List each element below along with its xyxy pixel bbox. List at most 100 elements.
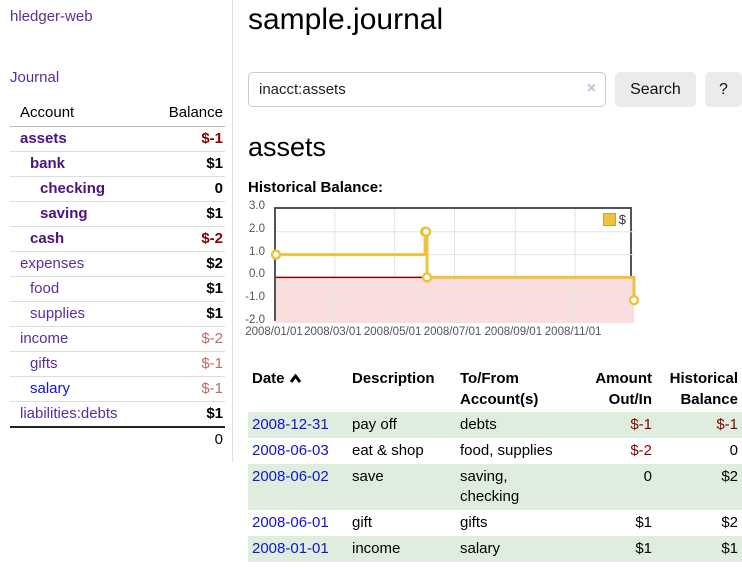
account-link[interactable]: income	[20, 330, 69, 347]
account-link[interactable]: food	[30, 280, 60, 297]
accounts-table: Account Balance assets $-1 bank $1 checking 0…	[10, 101, 225, 452]
account-row: liabilities:debts $1	[10, 401, 225, 428]
account-link[interactable]: salary	[30, 380, 71, 397]
account-link[interactable]: checking	[40, 180, 106, 197]
account-balance: 0	[143, 176, 225, 202]
account-link[interactable]: supplies	[30, 305, 86, 322]
account-link[interactable]: gifts	[30, 355, 58, 372]
transaction-date-link[interactable]: 2008-01-01	[252, 540, 329, 557]
legend-label: $	[618, 212, 626, 227]
transaction-date-link[interactable]: 2008-06-01	[252, 514, 329, 531]
transaction-description: income	[352, 540, 401, 557]
transaction-description: pay off	[352, 416, 397, 433]
account-row: cash $-2	[10, 226, 225, 252]
accounts-header-row: Account Balance	[10, 101, 225, 127]
y-axis-tick-label: -2.0	[245, 314, 265, 326]
transaction-amount: $1	[635, 540, 652, 557]
account-balance: $1	[143, 401, 225, 428]
accounts-header-account: Account	[10, 101, 144, 127]
register-header-balance: Historical Balance	[669, 370, 738, 408]
transaction-date-link[interactable]: 2008-06-02	[252, 468, 329, 485]
transaction-balance: $1	[721, 540, 738, 557]
y-axis-tick-label: 1.0	[249, 245, 265, 258]
chart-y-axis: 3.0 2.0 1.0 0.0 -1.0 -2.0	[240, 200, 270, 326]
transaction-amount: 0	[643, 468, 652, 485]
y-axis-tick-label: 3.0	[249, 200, 265, 212]
transaction-amount: $1	[635, 514, 652, 531]
sidebar-item-journal[interactable]: Journal	[10, 69, 60, 86]
account-balance: $1	[143, 301, 225, 327]
y-axis-tick-label: 2.0	[249, 222, 265, 235]
account-row: saving $1	[10, 201, 225, 227]
account-balance: $-1	[143, 126, 225, 152]
transaction-accounts: debts	[460, 416, 497, 433]
account-balance: $2	[143, 251, 225, 277]
account-row: supplies $1	[10, 301, 225, 327]
account-link[interactable]: saving	[40, 205, 88, 222]
account-link[interactable]: assets	[20, 130, 67, 147]
brand-link[interactable]: hledger-web	[10, 8, 93, 25]
account-row: gifts $-1	[10, 351, 225, 377]
transaction-balance: $2	[721, 514, 738, 531]
chart-title: Historical Balance:	[248, 179, 384, 196]
account-balance: $-2	[143, 226, 225, 252]
account-row: income $-2	[10, 326, 225, 352]
account-row: expenses $2	[10, 251, 225, 277]
transaction-accounts: food, supplies	[460, 442, 553, 459]
register-header-row: Date Description To/From Account(s) Amou…	[248, 366, 742, 412]
register-row[interactable]: 2008-06-01 gift gifts $1 $2	[248, 510, 742, 536]
account-balance: $-1	[143, 351, 225, 377]
y-axis-tick-label: 0.0	[249, 268, 265, 281]
account-link[interactable]: liabilities:debts	[20, 405, 118, 422]
register-row[interactable]: 2008-01-01 income salary $1 $1	[248, 536, 742, 562]
transaction-amount: $-1	[630, 416, 652, 433]
register-header-amount: Amount Out/In	[595, 370, 652, 408]
search-input[interactable]	[248, 72, 607, 107]
account-balance: $-1	[143, 376, 225, 402]
historical-balance-chart: 3.0 2.0 1.0 0.0 -1.0 -2.0 $ 2008/01/01 2008/03…	[245, 200, 742, 345]
account-row: checking 0	[10, 176, 225, 202]
transaction-date-link[interactable]: 2008-06-03	[252, 442, 329, 459]
account-row: assets $-1	[10, 126, 225, 152]
x-axis-tick-label: 2008/01/01	[245, 326, 303, 338]
transaction-balance: $-1	[716, 416, 738, 433]
account-row: bank $1	[10, 151, 225, 177]
brand: hledger-web	[10, 8, 225, 25]
transaction-balance: $2	[721, 468, 738, 485]
register-row[interactable]: 2008-06-03 eat & shop food, supplies $-2 0	[248, 438, 742, 464]
account-link[interactable]: cash	[30, 230, 65, 247]
transaction-accounts: saving, checking	[460, 468, 520, 505]
search-box: ×	[248, 72, 607, 107]
register-header-accounts: To/From Account(s)	[460, 370, 539, 408]
account-balance: $1	[143, 151, 225, 177]
register-row[interactable]: 2008-06-02 save saving, checking 0 $2	[248, 464, 742, 510]
x-axis-tick-label: 2008/05/01	[363, 326, 422, 338]
search-button[interactable]: Search	[615, 72, 696, 107]
account-link[interactable]: bank	[30, 155, 66, 172]
transaction-accounts: salary	[460, 540, 501, 557]
account-row: salary $-1	[10, 376, 225, 402]
search-help-button[interactable]: ?	[704, 72, 742, 107]
transaction-amount: $-2	[630, 442, 652, 459]
register-row[interactable]: 2008-12-31 pay off debts $-1 $-1	[248, 412, 742, 438]
account-balance: $-2	[143, 326, 225, 352]
register-table-body: 2008-12-31 pay off debts $-1 $-1 2008-06-03 ea…	[248, 412, 742, 562]
x-axis-tick-label: 2008/03/01	[304, 326, 362, 338]
transaction-accounts: gifts	[460, 514, 488, 531]
transaction-date-link[interactable]: 2008-12-31	[252, 416, 329, 433]
search-form: × Search ?	[248, 72, 742, 107]
account-heading: assets	[248, 132, 327, 162]
main-content: sample.journal × Search ? assets Histori…	[233, 0, 742, 588]
account-link[interactable]: expenses	[20, 255, 85, 272]
page-title: sample.journal	[248, 3, 444, 36]
chart-plot-area: $ 2008/01/01 2008/03/01 2008/05/01 2008/07/…	[245, 207, 640, 338]
y-axis-tick-label: -1.0	[245, 291, 265, 304]
x-axis-tick-label: 2008/11/01	[544, 326, 602, 338]
x-axis-tick-label: 2008/09/01	[484, 326, 543, 338]
accounts-total-row: 0	[10, 426, 225, 452]
accounts-table-body: assets $-1 bank $1 checking 0 saving $1 cash $-2 e…	[10, 126, 225, 428]
register-header-date[interactable]: Date	[248, 366, 348, 412]
transaction-description: gift	[352, 514, 373, 531]
clear-search-icon[interactable]: ×	[586, 80, 597, 97]
